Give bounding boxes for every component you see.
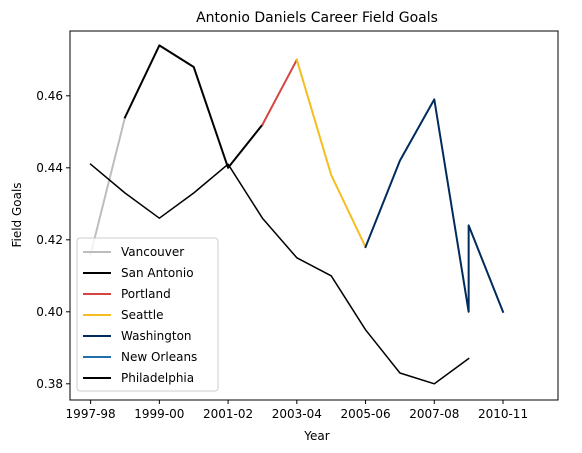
series-line-san-antonio [123,44,264,169]
legend-box [76,237,219,392]
x-tick-label: 2005-06 [340,407,390,421]
y-tick-label: 0.38 [36,377,63,391]
axes-frame [69,30,559,401]
y-axis-label: Field Goals [10,182,24,247]
series-line-vancouver [89,116,127,256]
x-tick-label: 2010-11 [478,407,528,421]
x-tick-label: 1997-98 [66,407,116,421]
legend-label-new-orleans: New Orleans [121,350,197,364]
y-tick-label: 0.42 [36,233,63,247]
y-tick-label: 0.46 [36,89,63,103]
legend-label-san-antonio: San Antonio [121,266,194,280]
x-tick-label: 1999-00 [134,407,184,421]
legend-label-seattle: Seattle [121,308,163,322]
legend: Vancouver San Antonio Portland Seattle Washi… [76,237,219,392]
x-tick-label: 2001-02 [203,407,253,421]
series-line-unlabeled [89,163,470,385]
y-tick-label: 0.40 [36,305,63,319]
x-tick-label: 2007-08 [409,407,459,421]
legend-label-philadelphia: Philadelphia [121,371,194,385]
x-axis: 1997-98 1999-00 2001-02 2003-04 2005-06 2007-… [66,400,528,421]
series-line-seattle [295,58,367,249]
y-tick-label: 0.44 [36,161,63,175]
legend-label-vancouver: Vancouver [121,245,184,259]
chart-title: Antonio Daniels Career Field Goals [196,10,438,26]
x-axis-label: Year [303,429,329,443]
x-tick-label: 2003-04 [272,407,322,421]
legend-label-washington: Washington [121,329,192,343]
series-line-washington [364,98,505,314]
legend-label-portland: Portland [121,287,171,301]
plot-area [89,44,505,385]
y-axis: 0.38 0.40 0.42 0.44 0.46 [36,89,70,391]
series-line-portland [261,58,299,126]
